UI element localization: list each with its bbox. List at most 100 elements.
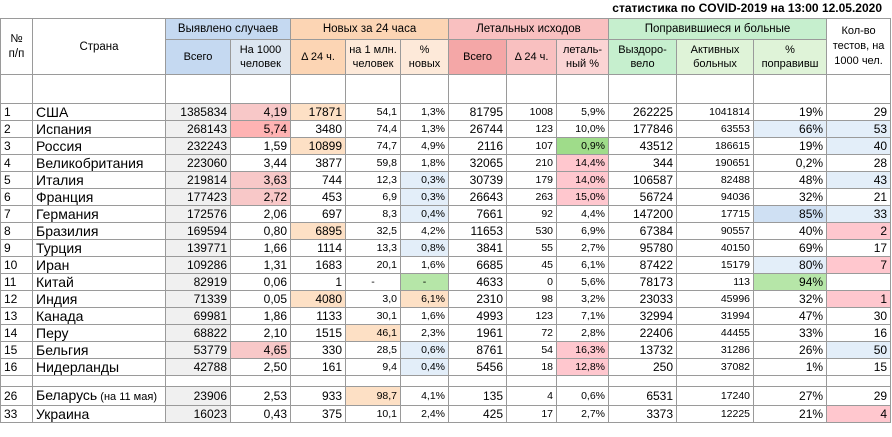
total-cases: 23906 — [165, 386, 231, 406]
lethal-total: 6685 — [448, 256, 508, 274]
pct-recovered: 33% — [753, 324, 828, 342]
lethal-24h: 45 — [506, 256, 558, 274]
table-row: 10 Иран 109286 1,31 1683 20,1 1,6% 6685 45 6,1% 87… — [0, 256, 892, 274]
lethal-total: 26744 — [448, 120, 508, 138]
total-cases: 42788 — [165, 358, 231, 376]
total-cases: 177423 — [165, 188, 231, 206]
pct-recovered: 27% — [753, 386, 828, 406]
lethal-24h: 263 — [506, 188, 558, 206]
tests-per-1000: 21 — [826, 188, 892, 206]
header-new24: Новых за 24 часа — [290, 18, 450, 40]
table-row: 14 Перу 68822 2,10 1515 46,1 2,3% 1961 72 2,8% 224… — [0, 324, 892, 342]
cases-per-1000: 2,06 — [229, 205, 292, 223]
row-number: 5 — [0, 171, 33, 189]
country-label: Украина — [36, 406, 90, 422]
new-per-1m: 59,8 — [345, 154, 402, 172]
pct-new: 4,9% — [400, 137, 450, 155]
new-per-1m: 20,1 — [345, 256, 402, 274]
cases-per-1000: 5,74 — [229, 120, 292, 138]
recovered: 87422 — [608, 256, 678, 274]
active-cases: 190651 — [676, 154, 755, 172]
lethal-24h: 4 — [506, 386, 558, 406]
new-per-1m: 8,3 — [345, 205, 402, 223]
row-number: 26 — [0, 386, 33, 406]
active-cases: 113 — [676, 273, 755, 291]
country-name: Бельгия — [32, 341, 166, 359]
row-number: 1 — [0, 103, 33, 121]
recovered: 67384 — [608, 222, 678, 240]
lethal-total: 135 — [448, 386, 508, 406]
cases-per-1000: 3,63 — [229, 171, 292, 189]
recovered: 344 — [608, 154, 678, 172]
table-row: 7 Германия 172576 2,06 697 8,3 0,4% 7661 92 4,4% 1… — [0, 205, 892, 223]
new-per-1m: 28,5 — [345, 341, 402, 359]
row-number: 9 — [0, 239, 33, 257]
new-24h: 17871 — [290, 103, 347, 121]
active-cases: 94036 — [676, 188, 755, 206]
pct-new: - — [400, 273, 450, 291]
lethal-24h: 18 — [506, 358, 558, 376]
recovered: 177846 — [608, 120, 678, 138]
lethal-pct: 2,7% — [556, 239, 610, 257]
pct-new: 0,4% — [400, 358, 450, 376]
country-label: Франция — [36, 189, 94, 205]
header-recovered: Поправившиеся и больные — [608, 18, 828, 40]
pct-recovered: 32% — [753, 290, 828, 308]
active-cases: 186615 — [676, 137, 755, 155]
header-tests: Кол-во тестов, на 1000 чел. — [826, 18, 892, 75]
table-row: 15 Бельгия 53779 4,65 330 28,5 0,6% 8761 54 16,3%… — [0, 341, 892, 359]
cases-per-1000: 4,19 — [229, 103, 292, 121]
lethal-total: 30739 — [448, 171, 508, 189]
country-name: США — [32, 103, 166, 121]
total-cases: 219814 — [165, 171, 231, 189]
active-cases: 12225 — [676, 405, 755, 423]
header-lethal-delta: Δ 24 ч. — [506, 39, 558, 75]
pct-recovered: 0,2% — [753, 154, 828, 172]
new-per-1m: 13,3 — [345, 239, 402, 257]
pct-recovered: 19% — [753, 103, 828, 121]
recovered: 78173 — [608, 273, 678, 291]
pct-new: 1,6% — [400, 256, 450, 274]
lethal-pct: 0,9% — [556, 137, 610, 155]
tests-per-1000: 43 — [826, 171, 892, 189]
total-cases: 109286 — [165, 256, 231, 274]
total-cases: 16023 — [165, 405, 231, 423]
country-label: Китай — [36, 274, 74, 290]
pct-recovered: 85% — [753, 205, 828, 223]
tests-per-1000: 4 — [826, 405, 892, 423]
tests-per-1000: 50 — [826, 341, 892, 359]
country-name: Нидерланды — [32, 358, 166, 376]
lethal-pct: 14,4% — [556, 154, 610, 172]
country-name: Иран — [32, 256, 166, 274]
new-per-1m: 54,1 — [345, 103, 402, 121]
header-pct-new: % новых — [400, 39, 450, 75]
table-row: 2 Испания 268143 5,74 3480 74,4 1,3% 26744 123 10… — [0, 120, 892, 138]
cases-per-1000: 2,72 — [229, 188, 292, 206]
new-24h: 3480 — [290, 120, 347, 138]
lethal-24h: 123 — [506, 307, 558, 325]
lethal-24h: 98 — [506, 290, 558, 308]
active-cases: 82488 — [676, 171, 755, 189]
country-label: Иран — [36, 257, 70, 273]
extra-rows: 26 Беларусь (на 11 мая) 23906 2,53 933 98,7 4,… — [0, 386, 892, 423]
new-24h: 330 — [290, 341, 347, 359]
new-per-1m: 32,5 — [345, 222, 402, 240]
lethal-24h: 1008 — [506, 103, 558, 121]
tests-per-1000: 53 — [826, 120, 892, 138]
new-per-1m: 6,9 — [345, 188, 402, 206]
table-row: 1 США 1385834 4,19 17871 54,1 1,3% 81795 1008 5,9… — [0, 103, 892, 121]
lethal-total: 5456 — [448, 358, 508, 376]
lethal-total: 11653 — [448, 222, 508, 240]
row-number: 15 — [0, 341, 33, 359]
lethal-24h: 92 — [506, 205, 558, 223]
recovered: 56724 — [608, 188, 678, 206]
table-row: 33 Украина 16023 0,43 375 10,1 2,4% 425 17 2,7% 33… — [0, 405, 892, 423]
recovered: 250 — [608, 358, 678, 376]
country-label: Перу — [36, 325, 69, 341]
pct-new: 2,3% — [400, 324, 450, 342]
pct-new: 2,4% — [400, 405, 450, 423]
tests-per-1000: 28 — [826, 154, 892, 172]
header-pct-recov: % поправивш — [753, 39, 828, 75]
lethal-total: 2310 — [448, 290, 508, 308]
row-number: 4 — [0, 154, 33, 172]
